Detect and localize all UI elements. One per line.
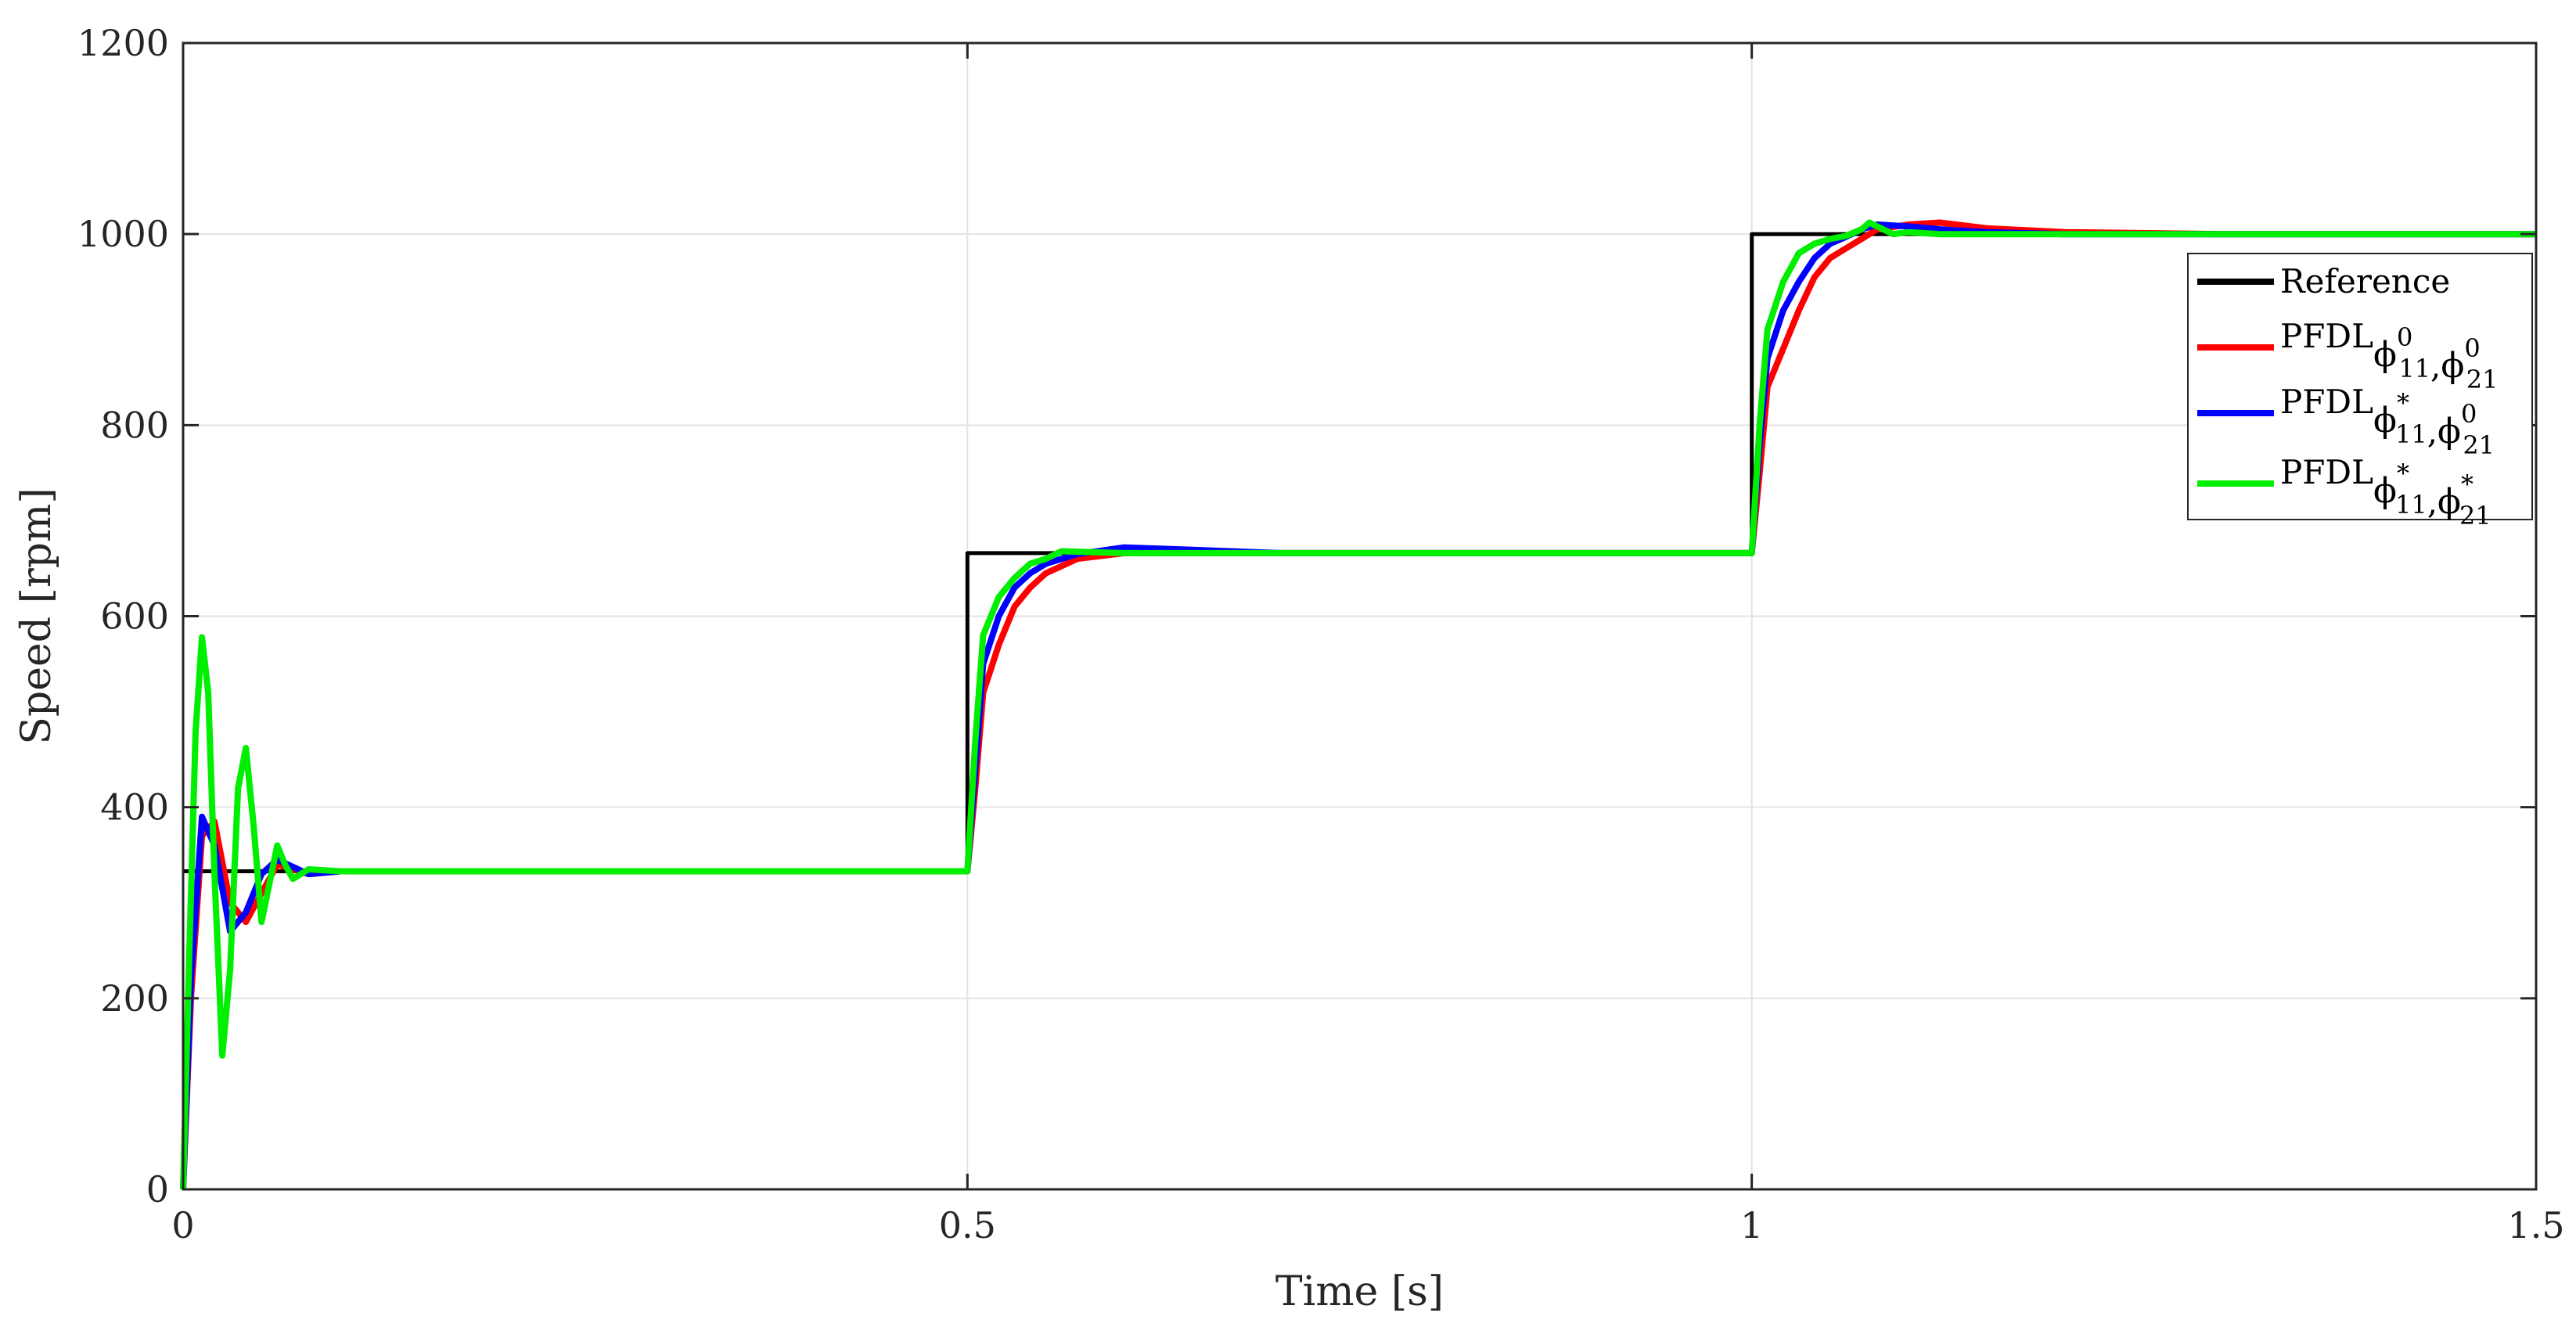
y-tick-label: 0 (146, 1168, 169, 1210)
x-axis-label: Time [s] (1275, 1268, 1444, 1315)
legend-label-0: Reference (2280, 262, 2450, 300)
axis-ticks: 0 0.5 1 1.5 0 200 400 600 800 1000 1200 (77, 22, 2565, 1246)
legend-box (2187, 253, 2533, 520)
series-lines (180, 219, 2536, 1190)
legend-label-2: PFDLϕ* 11,ϕ0 21 (2280, 383, 2495, 460)
x-tick-label: 0.5 (939, 1204, 996, 1246)
x-tick-label: 0 (171, 1204, 194, 1246)
x-tick-label: 1.5 (2507, 1204, 2564, 1246)
legend-label-3: PFDLϕ* 11,ϕ* 21 (2280, 453, 2491, 531)
y-tick-label: 400 (100, 786, 169, 829)
legend-label-1: PFDLϕ0 11,ϕ0 21 (2280, 317, 2498, 394)
grid-lines (183, 43, 2536, 1189)
y-tick-label: 1000 (77, 213, 169, 255)
y-tick-label: 600 (100, 595, 169, 638)
series-line-3 (180, 219, 2536, 1190)
y-tick-label: 800 (100, 404, 169, 446)
y-tick-label: 1200 (77, 22, 169, 64)
x-tick-label: 1 (1740, 1204, 1763, 1246)
y-tick-label: 200 (100, 977, 169, 1020)
y-axis-label: Speed [rpm] (13, 487, 60, 744)
